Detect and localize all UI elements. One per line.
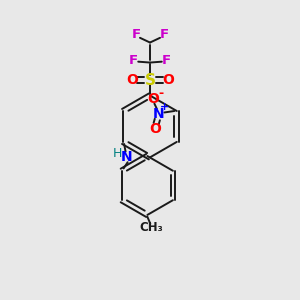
Text: F: F (129, 54, 138, 67)
Text: CH₃: CH₃ (139, 221, 163, 234)
Text: S: S (145, 73, 155, 88)
Text: F: F (160, 28, 169, 41)
Text: -: - (159, 87, 164, 100)
Text: +: + (160, 103, 169, 112)
Text: N: N (153, 107, 164, 121)
Text: O: O (150, 122, 161, 136)
Text: O: O (147, 92, 159, 106)
Text: O: O (126, 73, 138, 87)
Text: H: H (113, 147, 123, 160)
Text: F: F (162, 54, 171, 67)
Text: F: F (131, 28, 140, 41)
Text: O: O (162, 73, 174, 87)
Text: N: N (120, 150, 132, 164)
